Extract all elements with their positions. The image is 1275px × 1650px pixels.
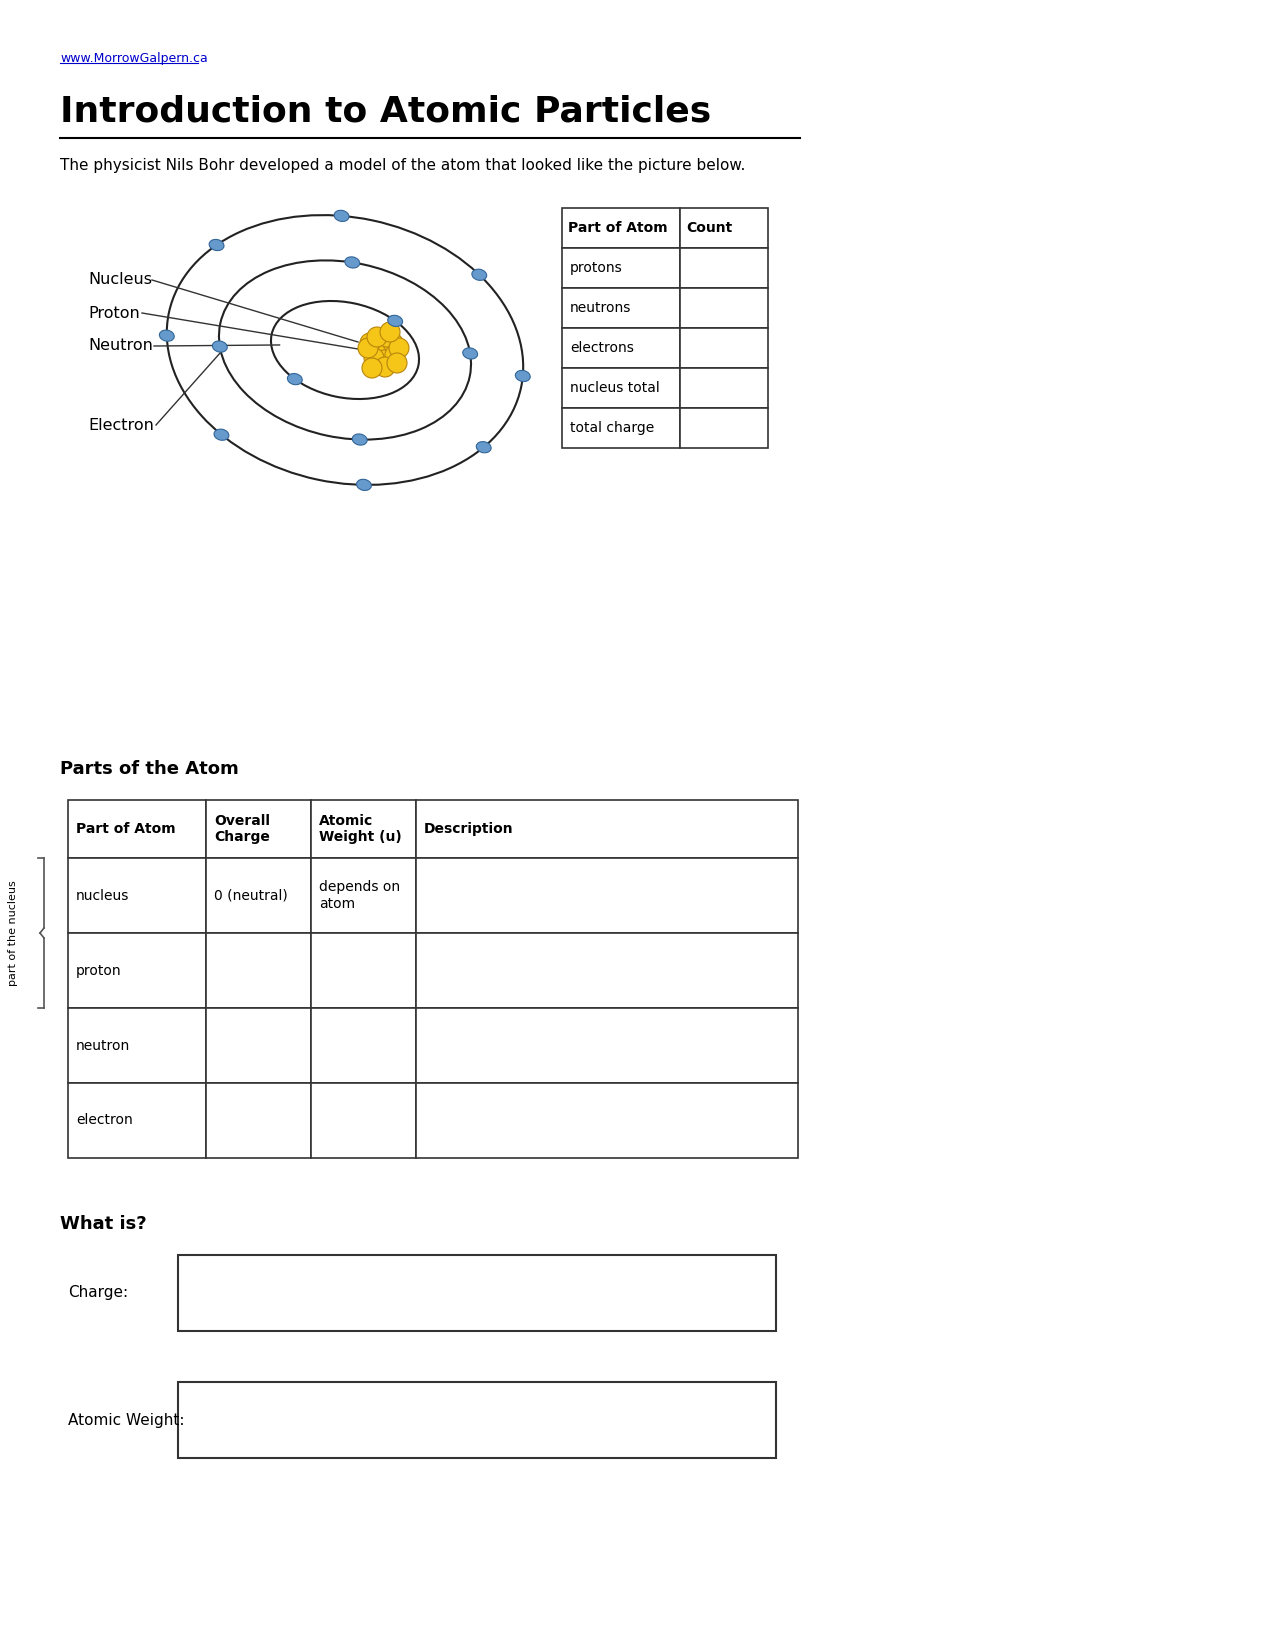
- Ellipse shape: [334, 210, 349, 221]
- Text: Charge:: Charge:: [68, 1285, 128, 1300]
- Ellipse shape: [463, 348, 478, 360]
- Bar: [207, 800, 311, 858]
- Bar: [680, 408, 768, 449]
- Bar: [179, 1256, 776, 1332]
- Bar: [207, 1008, 311, 1082]
- Ellipse shape: [472, 269, 487, 280]
- Bar: [311, 1082, 416, 1158]
- Bar: [680, 289, 768, 328]
- Bar: [68, 858, 207, 932]
- Bar: [562, 328, 680, 368]
- Bar: [207, 1082, 311, 1158]
- Text: Nucleus: Nucleus: [88, 272, 152, 287]
- Text: Count: Count: [686, 221, 732, 234]
- Circle shape: [360, 333, 380, 353]
- Ellipse shape: [388, 315, 403, 327]
- Bar: [416, 1008, 798, 1082]
- Bar: [562, 208, 680, 248]
- Ellipse shape: [159, 330, 175, 342]
- Text: www.MorrowGalpern.ca: www.MorrowGalpern.ca: [60, 53, 208, 64]
- Circle shape: [358, 338, 377, 358]
- Circle shape: [370, 340, 390, 360]
- Text: Atomic Weight:: Atomic Weight:: [68, 1412, 185, 1427]
- Bar: [311, 858, 416, 932]
- Text: nucleus: nucleus: [76, 888, 129, 903]
- Text: depends on
atom: depends on atom: [319, 881, 400, 911]
- Bar: [562, 248, 680, 289]
- Circle shape: [380, 322, 400, 342]
- Ellipse shape: [515, 370, 530, 381]
- Bar: [68, 1082, 207, 1158]
- Circle shape: [375, 356, 395, 376]
- Text: total charge: total charge: [570, 421, 654, 436]
- Text: Part of Atom: Part of Atom: [76, 822, 176, 837]
- Bar: [311, 800, 416, 858]
- Text: 0 (neutral): 0 (neutral): [214, 888, 288, 903]
- Bar: [680, 328, 768, 368]
- Text: nucleus total: nucleus total: [570, 381, 659, 394]
- Text: What is?: What is?: [60, 1214, 147, 1233]
- Circle shape: [367, 327, 388, 346]
- Circle shape: [382, 333, 403, 353]
- Circle shape: [388, 353, 407, 373]
- Ellipse shape: [214, 429, 230, 441]
- Ellipse shape: [352, 434, 367, 446]
- Bar: [562, 368, 680, 408]
- Text: Parts of the Atom: Parts of the Atom: [60, 761, 238, 779]
- Text: neutron: neutron: [76, 1038, 130, 1053]
- Circle shape: [374, 350, 394, 370]
- Bar: [207, 932, 311, 1008]
- Bar: [416, 858, 798, 932]
- Bar: [416, 800, 798, 858]
- Bar: [680, 368, 768, 408]
- Ellipse shape: [209, 239, 224, 251]
- Bar: [68, 800, 207, 858]
- Text: electrons: electrons: [570, 342, 634, 355]
- Text: neutrons: neutrons: [570, 300, 631, 315]
- Ellipse shape: [344, 257, 360, 267]
- Bar: [68, 932, 207, 1008]
- Circle shape: [377, 327, 397, 346]
- Ellipse shape: [287, 373, 302, 384]
- Text: The physicist Nils Bohr developed a model of the atom that looked like the pictu: The physicist Nils Bohr developed a mode…: [60, 158, 746, 173]
- Circle shape: [385, 345, 405, 365]
- Text: Description: Description: [425, 822, 514, 837]
- Ellipse shape: [477, 442, 491, 452]
- Bar: [562, 408, 680, 449]
- Bar: [311, 1008, 416, 1082]
- Text: protons: protons: [570, 261, 622, 276]
- Text: Proton: Proton: [88, 305, 140, 320]
- Ellipse shape: [213, 342, 227, 351]
- Text: Atomic
Weight (u): Atomic Weight (u): [319, 813, 402, 845]
- Ellipse shape: [357, 478, 371, 490]
- Bar: [179, 1383, 776, 1459]
- Circle shape: [362, 358, 382, 378]
- Text: Part of Atom: Part of Atom: [567, 221, 668, 234]
- Text: Electron: Electron: [88, 417, 154, 432]
- Circle shape: [389, 338, 409, 358]
- Bar: [68, 1008, 207, 1082]
- Bar: [207, 858, 311, 932]
- Bar: [680, 208, 768, 248]
- Bar: [680, 248, 768, 289]
- Text: part of the nucleus: part of the nucleus: [8, 879, 18, 985]
- Bar: [416, 932, 798, 1008]
- Text: Neutron: Neutron: [88, 338, 153, 353]
- Text: electron: electron: [76, 1114, 133, 1127]
- Bar: [416, 1082, 798, 1158]
- Bar: [311, 932, 416, 1008]
- Text: proton: proton: [76, 964, 121, 977]
- Text: Introduction to Atomic Particles: Introduction to Atomic Particles: [60, 96, 711, 129]
- Circle shape: [363, 348, 384, 368]
- Text: Overall
Charge: Overall Charge: [214, 813, 270, 845]
- Bar: [562, 289, 680, 328]
